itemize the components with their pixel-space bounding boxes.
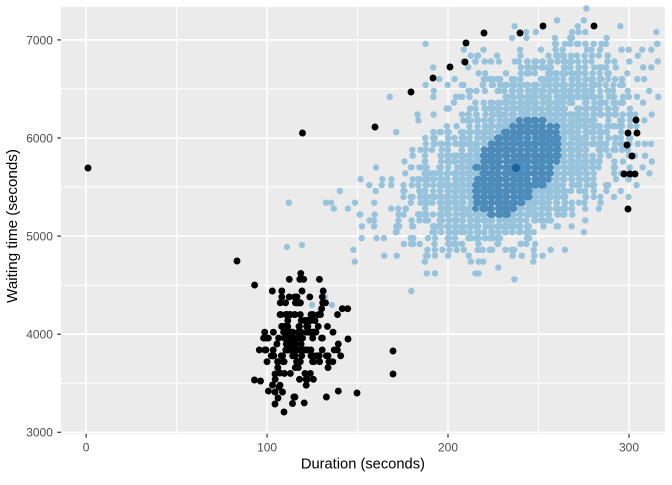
svg-text:300: 300 (619, 440, 639, 454)
svg-text:6000: 6000 (26, 131, 53, 145)
svg-text:4000: 4000 (26, 328, 53, 342)
svg-text:3000: 3000 (26, 426, 53, 440)
svg-text:Duration (seconds): Duration (seconds) (301, 457, 425, 473)
svg-text:Waiting time (seconds): Waiting time (seconds) (4, 149, 21, 303)
svg-text:5000: 5000 (26, 229, 53, 243)
svg-text:200: 200 (438, 440, 458, 454)
svg-text:7000: 7000 (26, 33, 53, 47)
svg-text:100: 100 (257, 440, 277, 454)
svg-text:0: 0 (83, 440, 90, 454)
